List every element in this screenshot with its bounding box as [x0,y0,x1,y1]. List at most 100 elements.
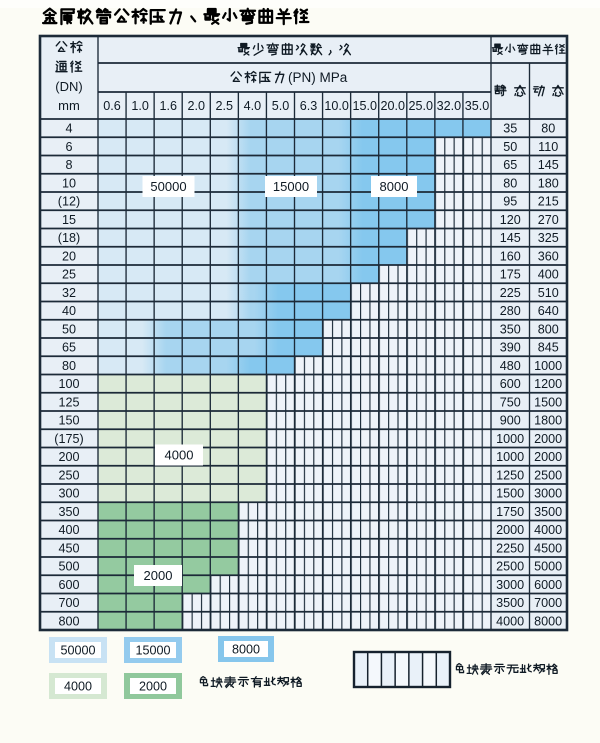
svg-text:350: 350 [58,505,79,519]
svg-text:800: 800 [538,322,559,336]
svg-text:2000: 2000 [534,450,562,464]
svg-text:80: 80 [503,176,517,190]
svg-text:1500: 1500 [496,487,524,501]
svg-text:2000: 2000 [496,523,524,537]
svg-text:1500: 1500 [534,395,562,409]
svg-text:25.0: 25.0 [409,99,434,113]
svg-text:0.6: 0.6 [103,99,121,113]
svg-text:2.5: 2.5 [216,99,234,113]
svg-text:2250: 2250 [496,541,524,555]
svg-text:150: 150 [58,414,79,428]
svg-text:(175): (175) [54,432,83,446]
svg-text:7000: 7000 [534,596,562,610]
svg-text:2.0: 2.0 [187,99,205,113]
svg-text:25: 25 [62,268,76,282]
svg-text:1.0: 1.0 [131,99,149,113]
svg-text:(18): (18) [58,231,80,245]
svg-text:50: 50 [62,322,76,336]
svg-text:200: 200 [58,450,79,464]
svg-text:125: 125 [58,395,79,409]
svg-text:65: 65 [503,158,517,172]
svg-text:750: 750 [500,395,521,409]
svg-text:10: 10 [62,176,76,190]
svg-text:1250: 1250 [496,468,524,482]
svg-text:280: 280 [500,304,521,318]
svg-text:(DN): (DN) [55,79,82,94]
svg-text:640: 640 [538,304,559,318]
svg-text:35: 35 [503,122,517,136]
svg-text:80: 80 [541,122,555,136]
svg-text:(12): (12) [58,195,80,209]
svg-text:120: 120 [500,213,521,227]
svg-text:3500: 3500 [496,596,524,610]
svg-text:80: 80 [62,359,76,373]
svg-text:450: 450 [58,541,79,555]
svg-text:400: 400 [58,523,79,537]
svg-text:5.0: 5.0 [272,99,290,113]
svg-text:700: 700 [58,596,79,610]
svg-text:160: 160 [500,249,521,263]
svg-text:4: 4 [65,122,72,136]
svg-text:8: 8 [65,158,72,172]
svg-text:3000: 3000 [496,578,524,592]
svg-text:175: 175 [500,268,521,282]
svg-text:1000: 1000 [534,359,562,373]
svg-text:8000: 8000 [232,643,260,657]
svg-text:3500: 3500 [534,505,562,519]
svg-text:1800: 1800 [534,414,562,428]
svg-text:50000: 50000 [60,644,95,658]
svg-text:100: 100 [58,377,79,391]
svg-text:20.0: 20.0 [381,99,406,113]
svg-text:50: 50 [503,140,517,154]
svg-text:110: 110 [538,140,558,154]
svg-text:390: 390 [500,341,521,355]
svg-text:15000: 15000 [273,179,309,194]
svg-text:4500: 4500 [534,541,562,555]
svg-text:845: 845 [538,341,559,355]
svg-text:4000: 4000 [534,523,562,537]
svg-text:180: 180 [538,176,559,190]
svg-text:800: 800 [58,614,79,628]
svg-text:32: 32 [62,286,76,300]
svg-text:900: 900 [500,414,521,428]
svg-text:510: 510 [538,286,559,300]
svg-text:1000: 1000 [496,432,524,446]
svg-text:1200: 1200 [534,377,562,391]
svg-text:350: 350 [500,322,521,336]
svg-text:2000: 2000 [144,568,173,583]
svg-text:600: 600 [500,377,521,391]
svg-text:50000: 50000 [150,179,186,194]
svg-text:65: 65 [62,341,76,355]
svg-text:300: 300 [58,487,79,501]
svg-text:35.0: 35.0 [465,99,490,113]
svg-text:325: 325 [538,231,559,245]
svg-text:145: 145 [500,231,521,245]
svg-text:20: 20 [62,249,76,263]
svg-text:2000: 2000 [139,680,167,694]
svg-text:145: 145 [538,158,559,172]
svg-text:1.6: 1.6 [159,99,177,113]
svg-text:600: 600 [58,578,79,592]
svg-text:10.0: 10.0 [324,99,349,113]
svg-text:3000: 3000 [534,487,562,501]
svg-text:6000: 6000 [534,578,562,592]
svg-text:15: 15 [62,213,76,227]
svg-text:15000: 15000 [135,644,170,658]
svg-text:500: 500 [58,560,79,574]
svg-text:4000: 4000 [165,448,194,463]
svg-text:32.0: 32.0 [437,99,462,113]
svg-text:400: 400 [538,268,559,282]
svg-text:15.0: 15.0 [352,99,377,113]
svg-text:2000: 2000 [534,432,562,446]
svg-text:225: 225 [500,286,521,300]
svg-text:2500: 2500 [534,468,562,482]
svg-text:95: 95 [503,195,517,209]
svg-text:215: 215 [538,195,559,209]
svg-text:1750: 1750 [496,505,524,519]
svg-text:8000: 8000 [534,614,562,628]
svg-text:1000: 1000 [496,450,524,464]
svg-text:4000: 4000 [496,614,524,628]
svg-text:mm: mm [58,98,80,113]
svg-text:8000: 8000 [380,179,409,194]
svg-text:4.0: 4.0 [244,99,262,113]
